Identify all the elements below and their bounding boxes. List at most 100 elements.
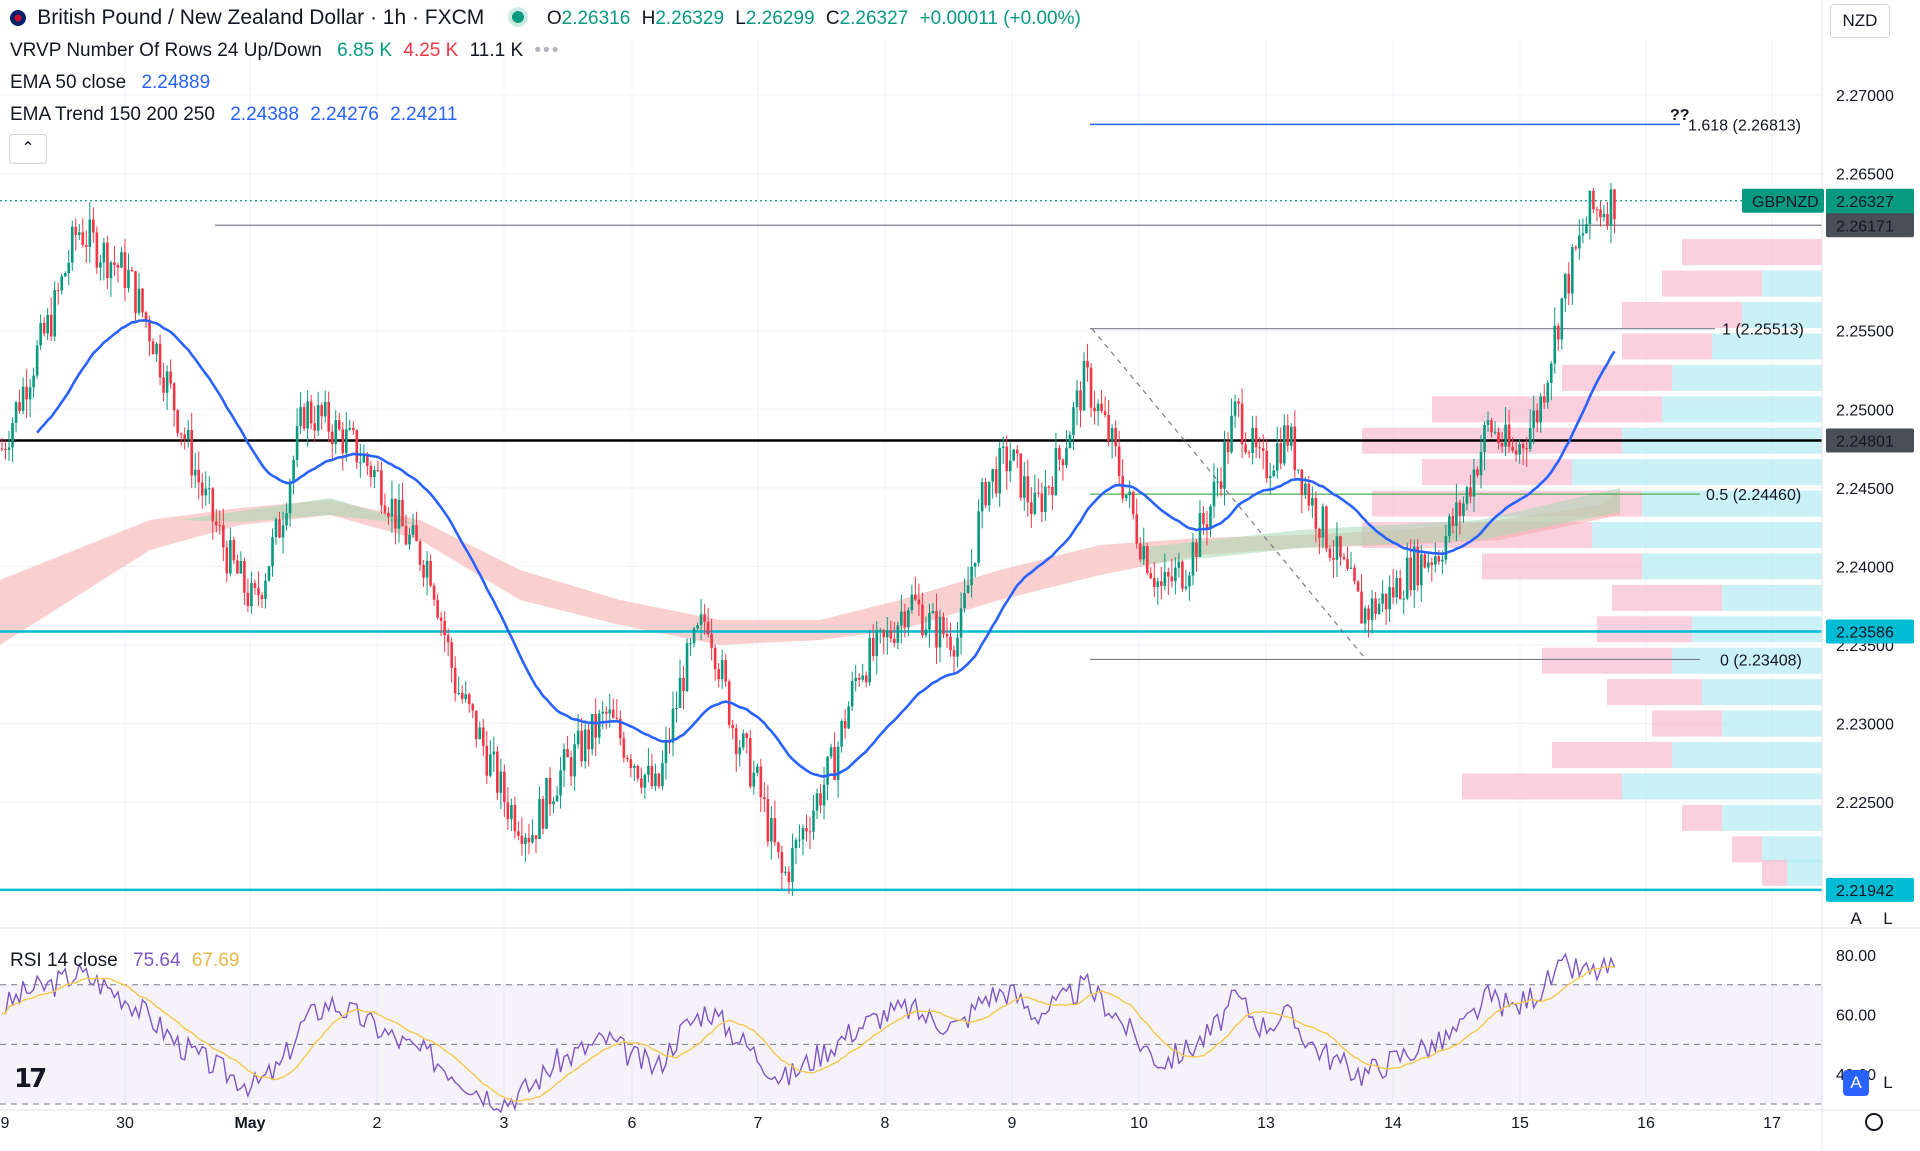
candle-body: [527, 837, 531, 843]
currency-selector[interactable]: NZD: [1830, 4, 1890, 38]
candle-body: [92, 219, 95, 233]
collapse-legend-button[interactable]: ⌃: [9, 134, 47, 164]
candle-body: [1567, 273, 1571, 294]
candle-body: [636, 765, 640, 779]
cyan-lower-tag-bg: [1826, 877, 1914, 902]
candle-body: [1434, 556, 1437, 565]
candle-body: [1462, 503, 1465, 516]
volume-profile-down-bar: [1652, 710, 1722, 737]
candle-body: [910, 594, 914, 611]
candle-body: [1110, 428, 1114, 441]
candle-body: [1304, 483, 1307, 495]
candle-body: [1602, 213, 1606, 218]
rsi-auto-scale-button[interactable]: A: [1843, 1070, 1869, 1096]
time-tick-label: 14: [1384, 1115, 1402, 1132]
candle-body: [829, 747, 833, 757]
rsi-legend[interactable]: RSI 14 close 75.64 67.69: [10, 950, 245, 972]
candle-body: [952, 650, 956, 657]
candle-body: [1100, 403, 1103, 412]
candle-body: [1297, 469, 1300, 471]
candle-body: [854, 677, 857, 682]
candle-body: [35, 345, 39, 376]
candle-body: [510, 805, 513, 820]
candle-body: [808, 831, 812, 833]
candle-body: [801, 828, 805, 840]
candle-body: [302, 407, 306, 429]
candle-body: [745, 733, 749, 738]
candle-body: [74, 226, 78, 235]
ema-trend-legend[interactable]: EMA Trend 150 200 250 2.24388 2.24276 2.…: [10, 104, 463, 126]
candle-body: [11, 422, 14, 448]
candle-body: [271, 537, 274, 567]
log-scale-button[interactable]: L: [1883, 909, 1893, 928]
ema50-value: 2.24889: [141, 72, 211, 93]
candle-body: [1121, 475, 1124, 499]
candle-body: [334, 420, 338, 445]
ohlc-high: 2.26329: [655, 8, 725, 29]
candle-body: [1131, 491, 1135, 515]
candle-body: [267, 566, 271, 581]
candle-body: [1170, 576, 1174, 582]
candle-body: [685, 643, 689, 692]
candle-body: [49, 314, 53, 337]
candle-body: [1441, 559, 1444, 562]
candle-body: [857, 677, 861, 680]
candle-body: [671, 708, 675, 743]
volume-profile-down-bar: [1762, 859, 1787, 886]
ohlc-open: 2.26316: [561, 8, 631, 29]
candle-body: [618, 718, 622, 739]
candle-body: [1030, 502, 1033, 514]
candle-body: [222, 525, 225, 548]
candle-body: [1075, 390, 1079, 408]
volume-profile-down-bar: [1462, 773, 1622, 800]
candle-body: [847, 706, 850, 729]
candle-body: [956, 637, 959, 657]
candle-body: [1416, 546, 1420, 586]
candle-body: [492, 751, 496, 755]
vrvp-legend[interactable]: VRVP Number Of Rows 24 Up/Down 6.85 K 4.…: [10, 40, 566, 62]
candle-body: [1564, 273, 1567, 299]
candle-body: [963, 593, 966, 609]
candle-body: [1128, 491, 1131, 495]
candle-body: [777, 842, 780, 853]
candle-body: [429, 560, 432, 586]
candle-body: [731, 725, 735, 729]
candle-body: [1332, 557, 1335, 560]
symbol-title[interactable]: British Pound / New Zealand Dollar · 1h …: [37, 6, 485, 29]
candle-body: [1233, 401, 1237, 416]
candle-body: [1174, 567, 1177, 582]
candle-body: [1606, 213, 1609, 226]
volume-profile-up-bar: [1672, 364, 1822, 391]
candle-body: [1068, 434, 1072, 449]
candle-body: [608, 709, 612, 714]
candle-body: [520, 835, 524, 844]
volume-profile-down-bar: [1732, 836, 1762, 863]
candle-body: [1535, 410, 1539, 423]
candle-body: [984, 482, 987, 506]
candle-body: [970, 566, 973, 586]
candle-body: [580, 730, 583, 762]
rsi-ma-value: 67.69: [191, 950, 240, 971]
candle-body: [148, 321, 151, 342]
candle-body: [538, 799, 541, 840]
candle-body: [738, 747, 742, 755]
candle-body: [1356, 581, 1360, 592]
candle-body: [1058, 447, 1061, 460]
candle-body: [980, 482, 984, 512]
candle-body: [1518, 444, 1521, 455]
candle-body: [903, 611, 907, 628]
candle-body: [931, 611, 935, 613]
candle-body: [998, 447, 1002, 494]
candle-body: [387, 512, 390, 517]
candle-body: [647, 765, 650, 775]
candle-body: [942, 616, 945, 634]
more-icon[interactable]: •••: [534, 40, 561, 61]
candle-body: [885, 630, 889, 638]
ema50-legend[interactable]: EMA 50 close 2.24889: [10, 72, 216, 94]
auto-scale-button[interactable]: A: [1850, 909, 1862, 928]
rsi-log-scale-button[interactable]: L: [1883, 1073, 1893, 1092]
candle-body: [274, 519, 278, 538]
candle-body: [134, 271, 137, 313]
candle-body: [123, 252, 127, 289]
